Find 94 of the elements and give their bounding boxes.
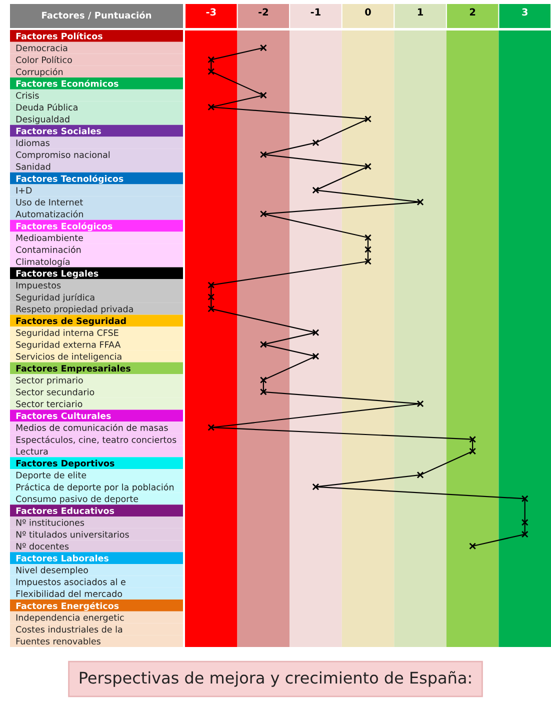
point (469, 436, 476, 443)
y-tick-label: Factores Ecológicos (16, 222, 112, 232)
x-tick-label: 2 (470, 8, 476, 16)
y-tick-label: Servicios de inteligencia (16, 352, 122, 362)
y-tick-label: Nº titulados universitarios (16, 530, 129, 538)
y-tick-label: Desigualdad (16, 116, 70, 124)
point (260, 210, 267, 218)
point (416, 400, 424, 408)
y-tick-label: Factores de Seguridad (16, 317, 126, 326)
x-tick-label: 3 (522, 8, 528, 16)
y-tick-label: Factores Sociales (16, 128, 101, 134)
point (364, 162, 372, 170)
y-tick-label: Factores Laborales (16, 554, 109, 562)
y-axis-title: Factores / Puntuación (42, 11, 152, 20)
y-tick-label: Contaminación (16, 246, 81, 253)
point (312, 186, 320, 194)
y-tick-label: Costes industriales de la (16, 626, 122, 633)
point (312, 352, 320, 360)
point (416, 198, 424, 206)
point (364, 258, 372, 265)
y-tick-label: Seguridad jurídica (16, 293, 94, 302)
x-tick-label: 1 (418, 8, 423, 16)
point (521, 530, 528, 538)
y-tick-label: Democracia (16, 44, 68, 52)
y-tick-label: Medioambiente (16, 234, 83, 242)
y-tick-label: Deporte de elite (16, 472, 86, 480)
y-tick-label: Fuentes renovables (16, 638, 100, 645)
point (208, 294, 215, 300)
y-tick-label: Sector secundario (16, 388, 94, 396)
point (416, 471, 424, 478)
point (208, 56, 215, 64)
y-tick-label: Seguridad interna CFSE (16, 329, 118, 338)
y-tick-label: Factores Deportivos (16, 460, 114, 468)
y-tick-label: Factores Económicos (16, 80, 118, 87)
y-tick-label: Nº docentes (16, 542, 69, 550)
y-tick-label: Factores Educativos (16, 507, 114, 514)
y-tick-label: Medios de comunicación de masas (16, 424, 168, 431)
y-tick-label: Sanidad (16, 163, 50, 170)
y-tick-label: Compromiso nacional (16, 151, 110, 160)
y-tick-label: Uso de Internet (16, 198, 83, 206)
y-tick-label: Automatización (16, 210, 83, 218)
y-tick-label: Factores Energéticos (16, 602, 119, 611)
y-tick-label: Espectáculos, cine, teatro conciertos (16, 436, 176, 445)
point (364, 116, 372, 122)
point (260, 44, 267, 52)
y-tick-label: Flexibilidad del mercado (16, 590, 122, 598)
y-tick-label: Independencia energetic (16, 614, 124, 622)
y-tick-label: Idiomas (16, 139, 50, 146)
y-tick-label: Impuestos asociados al e (16, 578, 126, 587)
y-tick-label: Corrupción (16, 68, 63, 77)
y-tick-label: Nº instituciones (16, 519, 84, 526)
point (260, 92, 267, 99)
y-tick-label: Sector primario (16, 376, 83, 386)
y-tick-label: Factores Culturales (16, 412, 111, 420)
text: Perspectivas de mejora y crecimiento de España: (80, 671, 471, 687)
point (521, 518, 528, 526)
y-tick-label: Crisis (16, 92, 39, 99)
y-tick-label: Seguridad externa FFAA (16, 341, 121, 350)
y-tick-label: Deuda Pública (16, 103, 78, 111)
point (260, 151, 267, 158)
y-tick-label: Nivel desempleo (16, 566, 88, 576)
point (364, 246, 372, 253)
point (469, 448, 476, 455)
y-tick-label: Climatología (16, 258, 70, 267)
point (260, 388, 267, 396)
point (312, 329, 320, 336)
y-tick-label: Color Político (16, 56, 72, 64)
point (312, 139, 320, 146)
y-tick-label: Factores Empresariales (16, 364, 130, 374)
x-tick-label: -1 (310, 8, 320, 16)
y-tick-label: I+D (16, 187, 32, 194)
y-tick-label: Factores Políticos (16, 32, 102, 40)
y-tick-label: Impuestos (16, 282, 61, 290)
point (208, 305, 215, 312)
point (208, 68, 215, 75)
point (312, 483, 320, 490)
point (260, 376, 267, 384)
y-tick-label: Factores Tecnológicos (16, 174, 124, 184)
x-tick-label: -2 (258, 8, 268, 16)
y-tick-label: Consumo pasivo de deporte (16, 495, 138, 504)
y-tick-label: Práctica de deporte por la población (16, 483, 174, 492)
y-tick-label: Sector terciario (16, 400, 82, 408)
point (521, 495, 528, 502)
y-tick-label: Respeto propiedad privada (16, 306, 133, 314)
point (208, 282, 215, 289)
y-tick-label: Factores Legales (16, 270, 98, 278)
point (469, 542, 476, 550)
point (364, 234, 372, 242)
x-tick-label: 0 (365, 8, 371, 16)
point (208, 104, 215, 111)
x-tick-label: -3 (206, 8, 216, 16)
y-tick-label: Lectura (16, 448, 48, 455)
point (260, 340, 267, 348)
point (208, 424, 215, 431)
